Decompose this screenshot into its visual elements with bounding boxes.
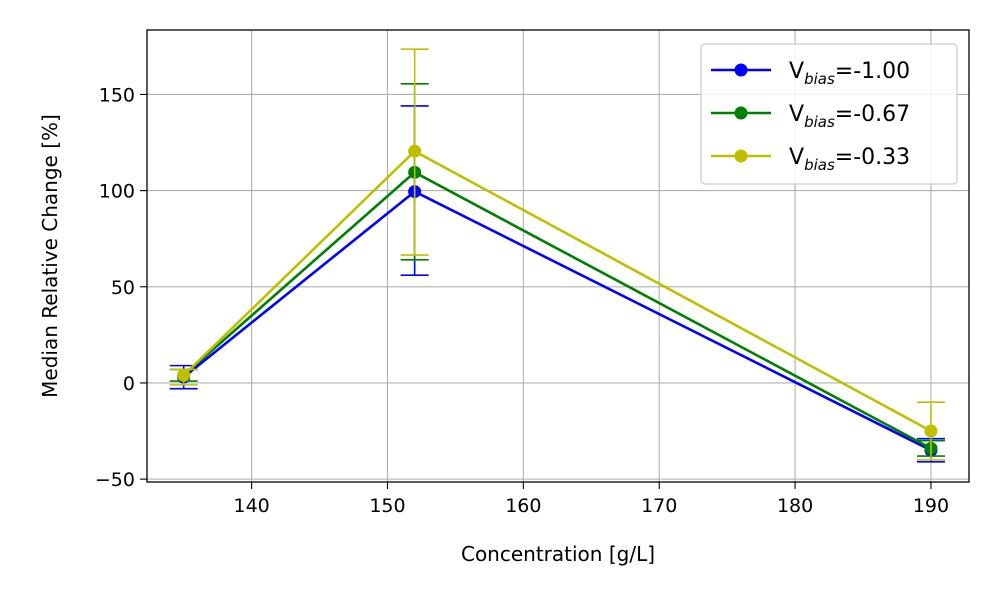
legend-label: Vbias=-0.33	[789, 145, 910, 174]
legend-marker	[734, 106, 748, 120]
series-layer	[169, 48, 945, 463]
x-tick-label: 140	[233, 495, 269, 517]
data-point	[408, 144, 422, 158]
y-axis-label: Median Relative Change [%]	[38, 114, 62, 398]
legend-label-main: V	[789, 102, 804, 127]
x-tick-label: 190	[913, 495, 949, 517]
legend-label-sub: bias	[804, 70, 835, 88]
y-tick-label: 0	[123, 373, 135, 395]
ticks: 140 150 160 170 180 190 −50 0 50 100 150	[95, 84, 949, 517]
legend-marker	[734, 149, 748, 163]
data-point	[924, 424, 938, 438]
legend-label-main: V	[789, 145, 804, 170]
series-3	[169, 48, 945, 461]
series-line	[182, 170, 932, 450]
legend-label-main: V	[789, 59, 804, 84]
x-tick-label: 160	[505, 495, 541, 517]
x-tick-label: 180	[777, 495, 813, 517]
series-line	[182, 190, 932, 452]
data-point	[177, 368, 191, 382]
legend-label-value: =-0.33	[835, 145, 910, 170]
legend-label-sub: bias	[804, 156, 835, 174]
legend-item-1: Vbias=-1.00	[711, 59, 910, 88]
legend-label: Vbias=-1.00	[789, 59, 910, 88]
legend-box	[700, 43, 958, 185]
x-axis-label: Concentration [g/L]	[461, 542, 655, 566]
legend-marker	[734, 63, 748, 77]
legend-item-3: Vbias=-0.33	[711, 145, 910, 174]
legend-item-2: Vbias=-0.67	[711, 102, 910, 131]
legend-label: Vbias=-0.67	[789, 102, 910, 131]
y-tick-label: 150	[99, 84, 135, 106]
plot-frame	[146, 29, 970, 483]
x-tick-label: 150	[369, 495, 405, 517]
legend-label-sub: bias	[804, 113, 835, 131]
x-tick-label: 170	[641, 495, 677, 517]
y-tick-label: 50	[111, 277, 135, 299]
legend-label-value: =-0.67	[835, 102, 910, 127]
legend-label-value: =-1.00	[835, 59, 910, 84]
y-tick-label: −50	[95, 469, 135, 491]
y-tick-label: 100	[99, 181, 135, 203]
